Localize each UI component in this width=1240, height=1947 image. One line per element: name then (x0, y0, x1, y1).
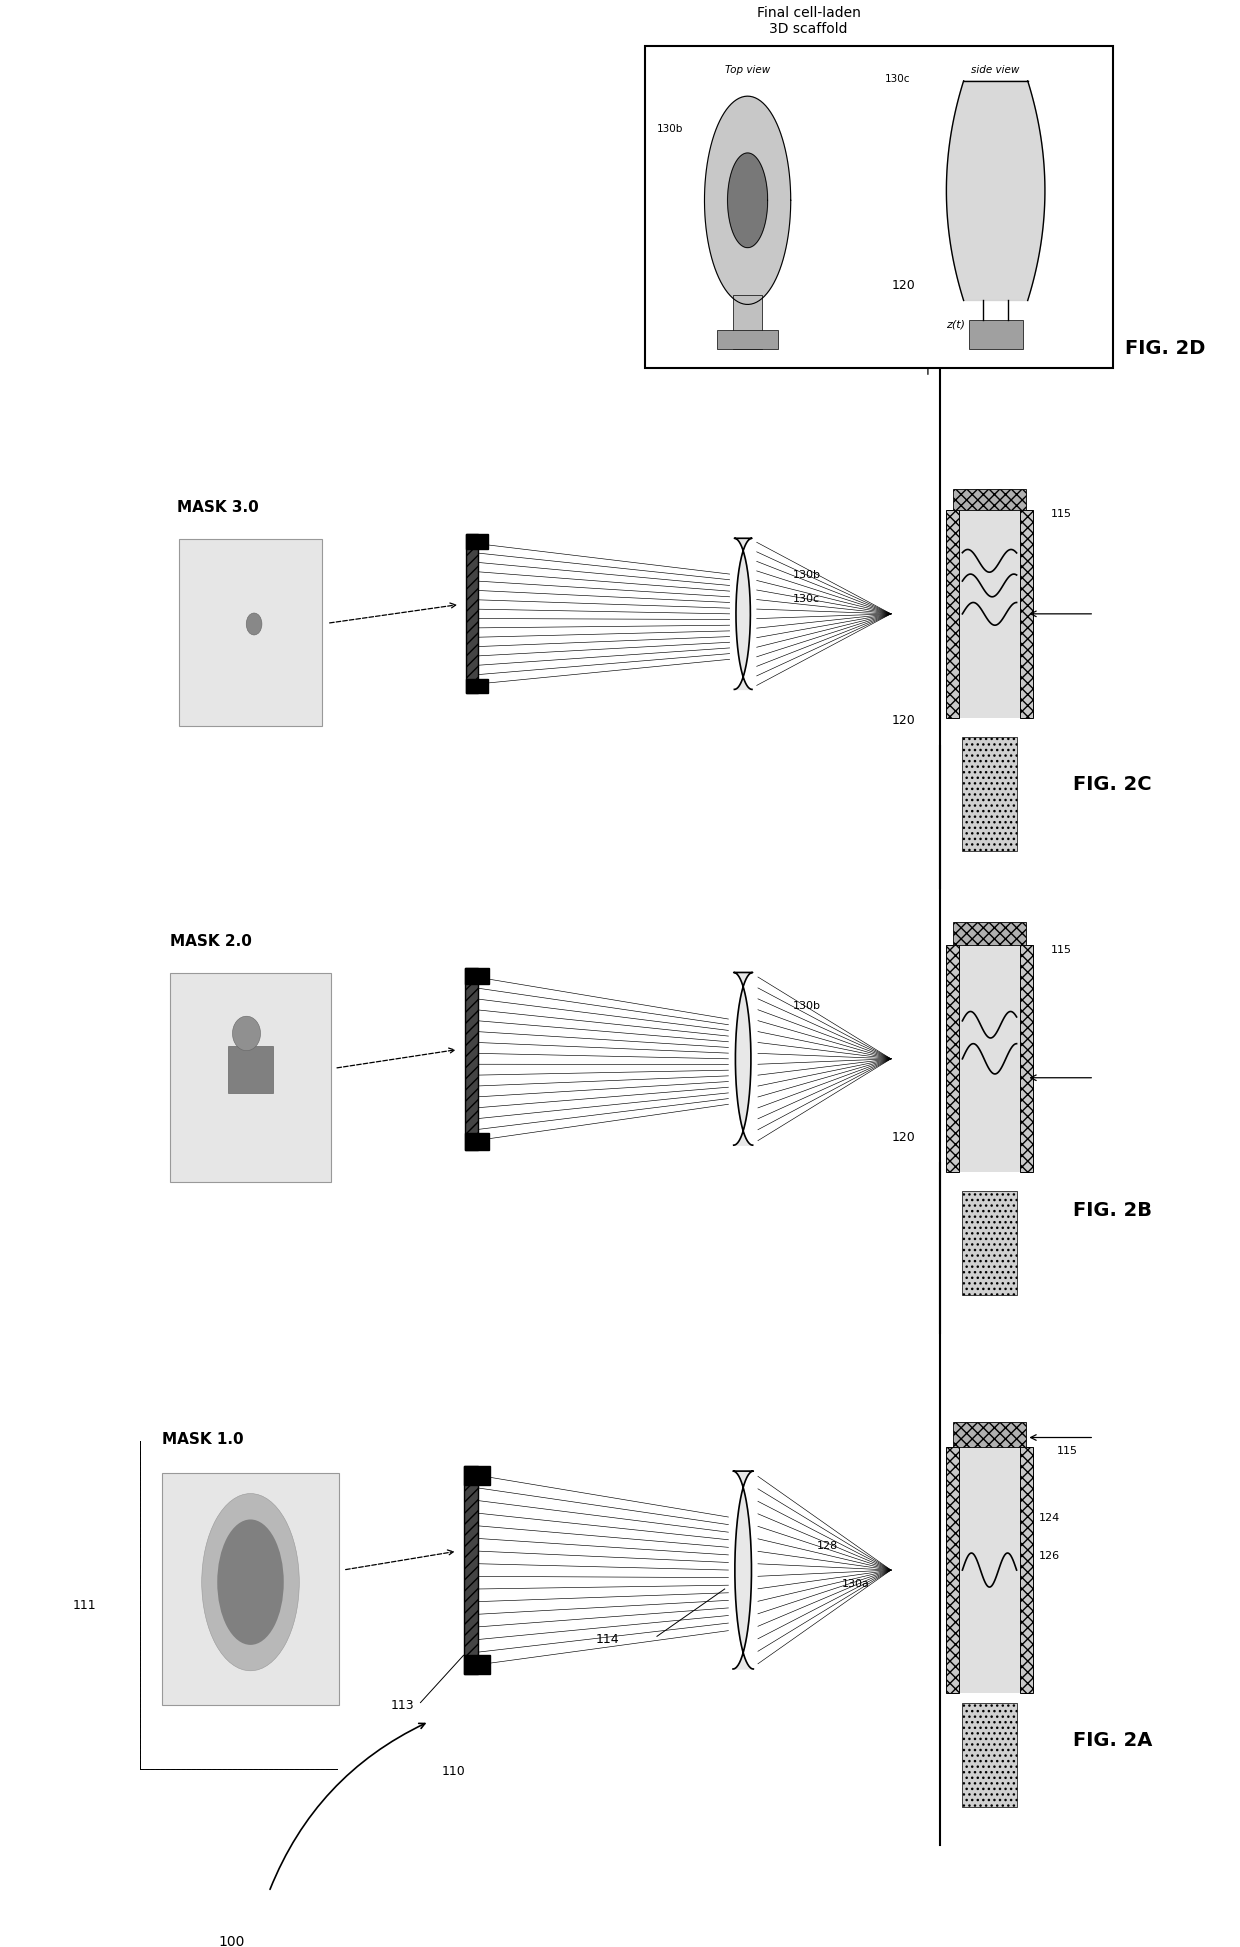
Text: 115: 115 (1052, 510, 1073, 520)
Text: 110: 110 (441, 1766, 465, 1778)
Bar (465, 1133, 490, 1149)
Text: Top view: Top view (725, 64, 770, 74)
Ellipse shape (202, 1493, 299, 1671)
Bar (466, 680, 489, 693)
Text: FIG. 2D: FIG. 2D (1125, 339, 1205, 358)
Polygon shape (734, 972, 753, 1145)
Bar (952, 1423, 1027, 1447)
Bar (464, 1655, 490, 1674)
Polygon shape (728, 154, 768, 247)
Text: 130a: 130a (842, 1579, 869, 1589)
Bar (1021, 1447, 1033, 1694)
Bar (952, 489, 1027, 510)
Bar (466, 533, 479, 693)
Text: MASK 3.0: MASK 3.0 (176, 500, 258, 516)
Bar (946, 944, 959, 1172)
Bar (1021, 510, 1033, 718)
Bar (228, 1046, 273, 1092)
Polygon shape (946, 82, 1045, 300)
Text: MASK 1.0: MASK 1.0 (161, 1431, 243, 1447)
Bar (1021, 944, 1033, 1172)
Text: 128: 128 (817, 1542, 838, 1552)
Ellipse shape (217, 1519, 284, 1645)
Bar (161, 1474, 340, 1706)
Bar (717, 329, 779, 349)
Text: 114: 114 (595, 1634, 619, 1645)
Text: 115: 115 (1052, 944, 1073, 954)
Text: side view: side view (971, 64, 1019, 74)
Text: 100: 100 (218, 1935, 246, 1947)
Polygon shape (734, 537, 751, 689)
Text: z(t): z(t) (946, 319, 966, 329)
Text: 113: 113 (391, 1700, 414, 1711)
Text: 130b: 130b (792, 1001, 821, 1012)
Text: 130c: 130c (792, 594, 820, 604)
Bar (465, 968, 490, 985)
Bar (962, 1192, 1017, 1295)
Text: FIG. 2B: FIG. 2B (1073, 1201, 1152, 1219)
Bar (170, 974, 331, 1182)
Text: Final cell-laden
3D scaffold: Final cell-laden 3D scaffold (756, 6, 861, 37)
Text: 130b: 130b (657, 125, 683, 134)
Polygon shape (704, 95, 791, 304)
Bar (959, 1447, 1021, 1694)
Text: FIG. 2C: FIG. 2C (1074, 775, 1152, 794)
Text: 120: 120 (892, 1131, 915, 1145)
Text: MASK 2.0: MASK 2.0 (170, 935, 252, 948)
Ellipse shape (232, 1016, 260, 1051)
Text: 130c: 130c (885, 74, 910, 84)
Text: 120: 120 (892, 278, 915, 292)
Bar (968, 321, 1023, 349)
Bar (466, 533, 489, 549)
Bar (179, 539, 322, 726)
Bar (959, 510, 1021, 718)
Text: 126: 126 (1039, 1550, 1060, 1561)
Bar (464, 1466, 490, 1486)
Bar (946, 1447, 959, 1694)
Text: 120: 120 (892, 715, 915, 728)
Bar (952, 923, 1027, 944)
Bar (946, 510, 959, 718)
Bar (962, 736, 1017, 851)
Text: 111: 111 (73, 1598, 97, 1612)
Bar (645, 47, 1112, 368)
Bar (959, 944, 1021, 1172)
Polygon shape (733, 1472, 754, 1669)
Text: 115: 115 (1058, 1447, 1079, 1456)
Bar (464, 1466, 479, 1674)
Text: FIG. 2A: FIG. 2A (1073, 1731, 1152, 1750)
Ellipse shape (247, 613, 262, 635)
Bar (733, 296, 763, 349)
Bar (465, 968, 479, 1149)
Text: 130b: 130b (792, 570, 821, 580)
Bar (962, 1702, 1017, 1807)
Text: 124: 124 (1039, 1513, 1060, 1523)
